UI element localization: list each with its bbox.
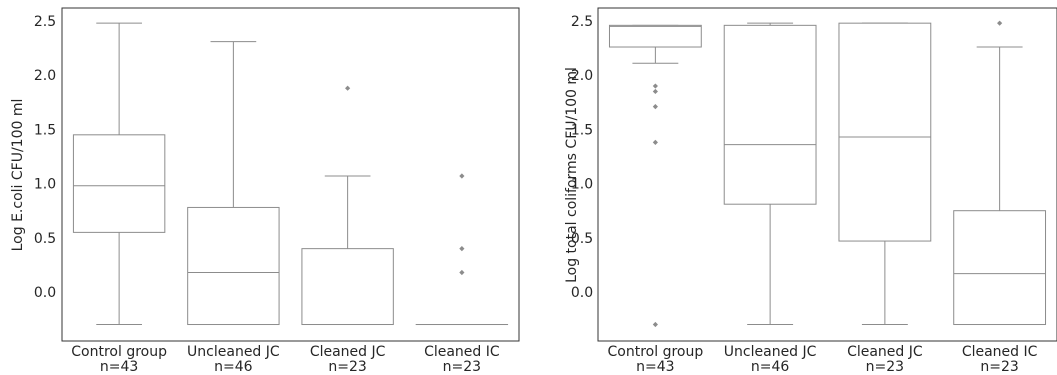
x-tick-label: Cleaned JC [847,344,923,360]
x-tick-label: Control group [71,344,167,360]
flier-point [345,85,351,91]
flier-point [997,20,1003,26]
y-tick-label: 0.0 [34,285,56,301]
flier-point [652,321,658,328]
y-tick-label: 1.0 [34,177,56,193]
y-tick-label: 2.5 [34,14,56,30]
y-tick-label: 2.0 [571,68,593,84]
flier-point [652,104,658,110]
flier-point [459,246,465,252]
y-tick-label: 1.5 [34,122,56,138]
y-tick-label: 2.0 [34,68,56,84]
x-tick-label: Control group [608,344,704,360]
box-2 [187,41,280,326]
plot-frame [61,7,520,342]
y-axis-label: Log E.coli CFU/100 ml [10,99,26,252]
box-4 [415,173,509,326]
y-axis-label: Log total coliforms CFU/100 ml [564,67,580,283]
x-tick-label: Cleaned IC [424,344,500,360]
plot-frame [597,7,1057,342]
box-2 [723,22,817,326]
chart-panel-2: 0.0 0.5 1.0 1.5 2.0 2.5 Log total coliforms CF… [564,7,1057,375]
x-tick-count: n=43 [100,359,138,375]
box-3 [838,22,932,326]
y-tick-label: 1.0 [571,177,593,193]
x-tick-count: n=43 [636,359,674,375]
x-tick-count: n=23 [866,359,904,375]
x-tick-label: Uncleaned JC [724,344,817,360]
x-tick-count: n=23 [980,359,1018,375]
y-tick-label: 1.5 [571,122,593,138]
x-tick-label: Cleaned JC [310,344,386,360]
box-body [72,134,166,233]
x-tick-count: n=46 [214,359,253,375]
box-4 [953,20,1047,326]
box-3 [301,85,394,326]
box-body [608,24,702,48]
flier-point [652,139,658,146]
x-tick-label: Cleaned IC [962,344,1038,360]
box-body [187,206,280,326]
flier-point [652,88,658,95]
box-body [301,248,394,326]
chart-panel-1: 0.0 0.5 1.0 1.5 2.0 2.5 Log E.coli CFU/100 ml C… [10,7,520,375]
y-tick-label: 0.5 [571,231,593,247]
y-tick-label: 2.5 [571,14,593,30]
box-1 [608,24,702,328]
box-body [838,22,932,242]
x-tick-count: n=46 [751,359,790,375]
box-body [953,210,1047,326]
x-tick-count: n=23 [328,359,366,375]
flier-point [459,269,465,276]
flier-point [652,83,658,89]
x-tick-count: n=23 [443,359,481,375]
flier-point [459,173,465,179]
box-body [723,24,817,205]
x-tick-label: Uncleaned JC [187,344,280,360]
y-tick-label: 0.5 [34,231,56,247]
box-1 [72,22,166,326]
y-tick-label: 0.0 [571,285,593,301]
